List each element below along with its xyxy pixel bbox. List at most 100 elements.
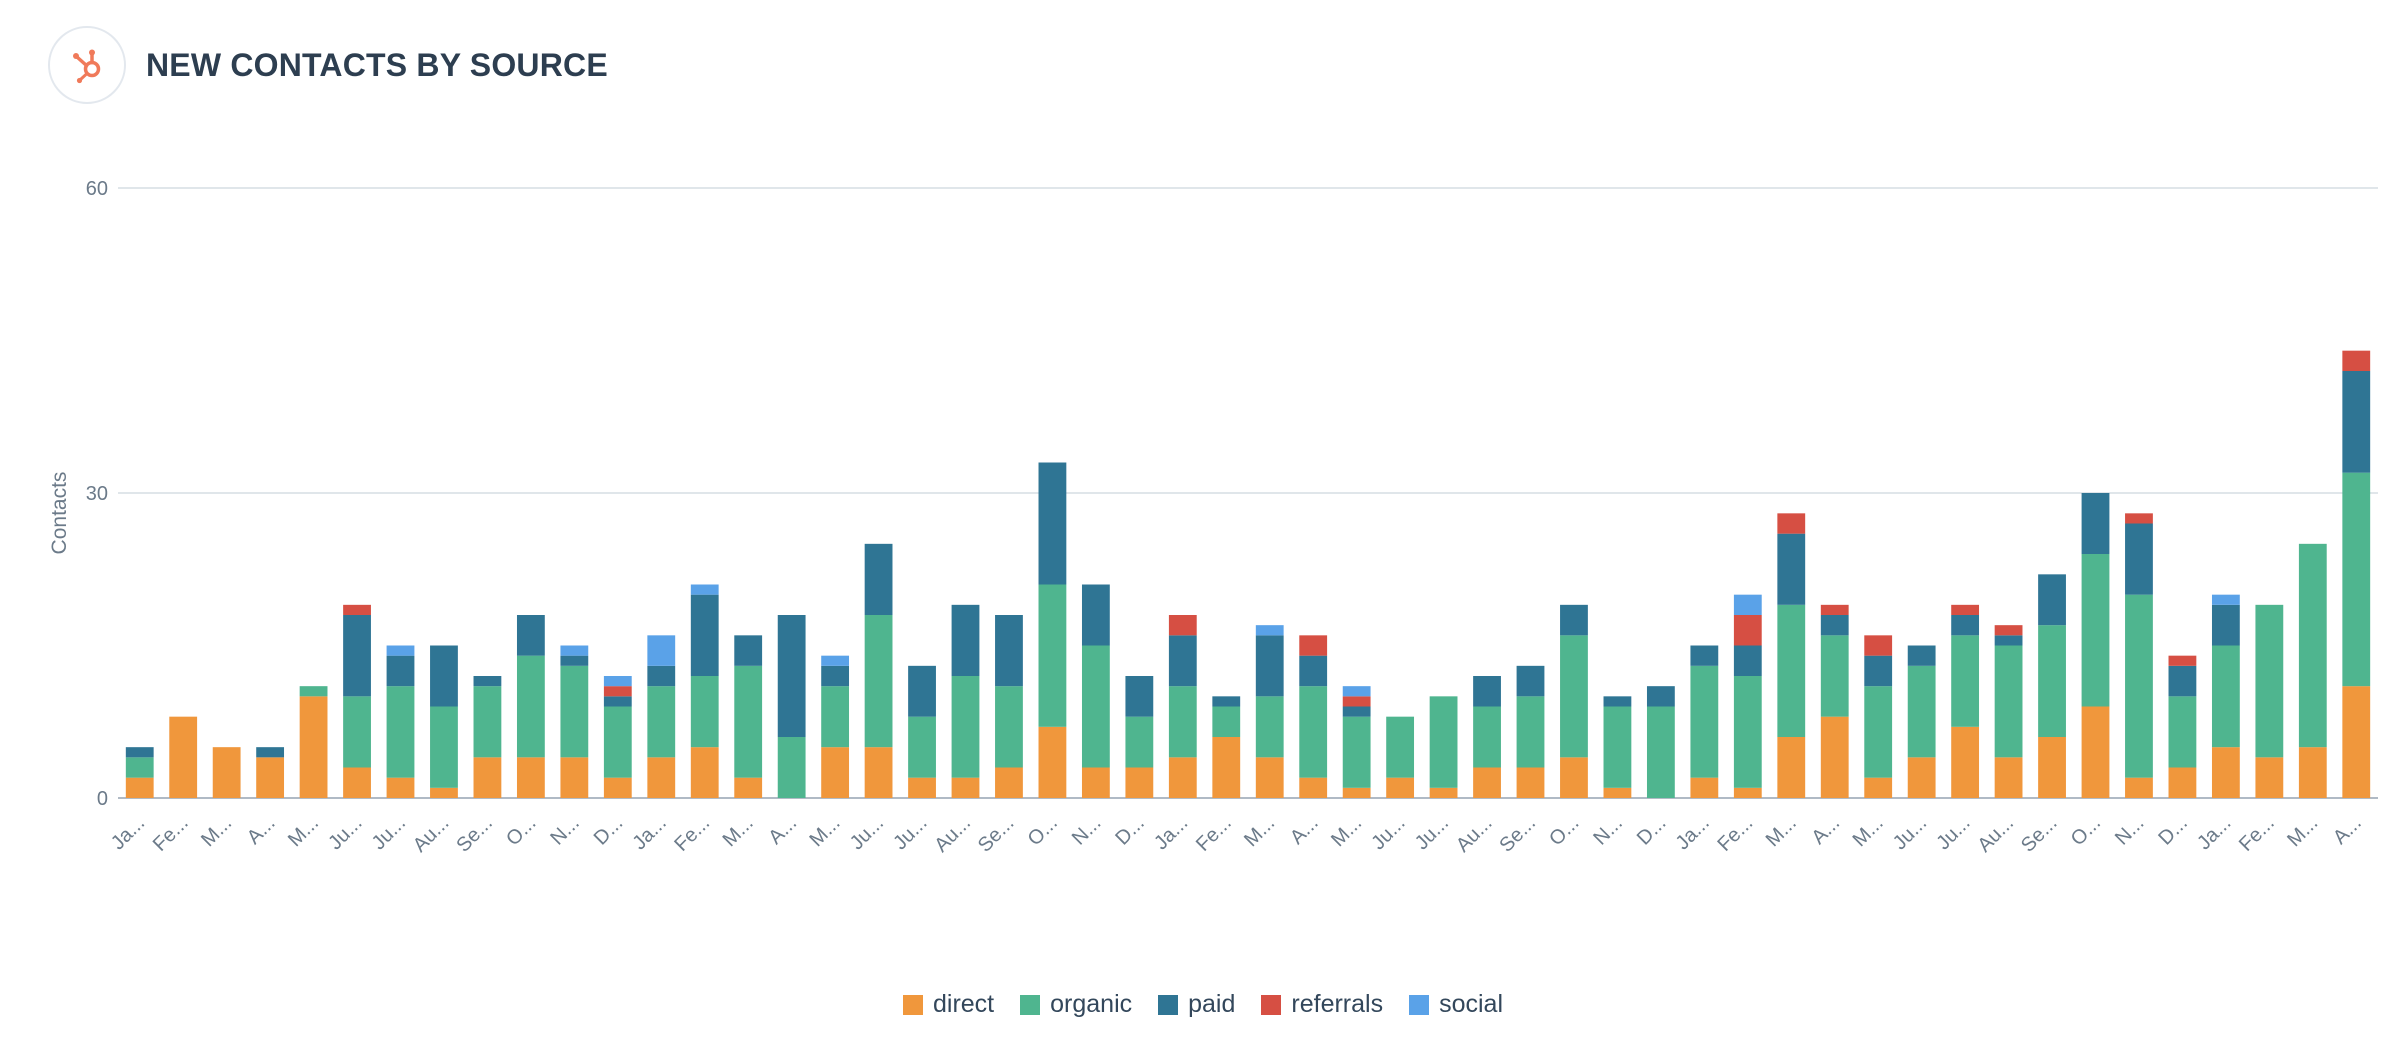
bar-segment-direct (1907, 757, 1936, 798)
bar-segment-referrals (2125, 513, 2153, 524)
bar-segment-direct (1429, 787, 1458, 798)
bar-segment-social (1733, 594, 1762, 615)
bar-segment-social (386, 645, 415, 656)
x-tick-label: A... (243, 812, 280, 849)
bar-segment-paid (1777, 533, 1806, 605)
bar-segment-direct (516, 757, 545, 798)
bar-segment-paid (1342, 706, 1371, 717)
bar-segment-organic (125, 757, 154, 778)
x-tick-label: D... (1111, 812, 1149, 850)
x-tick-label: M... (1849, 812, 1888, 851)
bar-segment-direct (299, 696, 328, 798)
bar-segment-referrals (2168, 655, 2197, 666)
x-tick-label: O... (1024, 812, 1062, 850)
bar-segment-organic (2255, 604, 2284, 758)
bar-segment-direct (908, 777, 936, 798)
legend-item-social[interactable]: social (1409, 990, 1503, 1019)
legend-item-paid[interactable]: paid (1158, 990, 1235, 1019)
bar-segment-organic (1168, 686, 1197, 758)
legend-swatch (902, 994, 923, 1015)
bar-segment-referrals (1820, 604, 1849, 615)
legend-item-referrals[interactable]: referrals (1261, 990, 1383, 1019)
bar-segment-referrals (1777, 513, 1806, 534)
x-tick-label: D... (2154, 812, 2192, 850)
chart-title: NEW CONTACTS BY SOURCE (146, 46, 608, 83)
bar-segment-direct (1864, 777, 1893, 798)
bar-segment-paid (864, 543, 893, 615)
legend-item-organic[interactable]: organic (1020, 990, 1132, 1019)
x-tick-label: O... (1545, 812, 1583, 850)
x-tick-label: N... (1068, 812, 1106, 850)
bar-segment-paid (1907, 645, 1936, 666)
x-tick-label: M... (719, 812, 758, 851)
x-tick-label: M... (1762, 812, 1801, 851)
bar-segment-organic (1429, 696, 1458, 788)
bar-segment-social (603, 676, 632, 687)
bar-segment-direct (2211, 747, 2240, 798)
bar-segment-direct (169, 716, 198, 798)
bar-segment-paid (2342, 371, 2371, 473)
x-tick-label: M... (2283, 812, 2322, 851)
bar-segment-direct (951, 777, 980, 798)
bar-segment-direct (1299, 777, 1328, 798)
bar-segment-organic (2342, 472, 2371, 687)
bar-segment-paid (430, 645, 458, 707)
bar-segment-paid (1560, 604, 1588, 636)
bar-segment-organic (1646, 706, 1675, 798)
x-tick-label: Fe... (670, 812, 714, 856)
x-tick-label: Fe... (1192, 812, 1236, 856)
x-tick-label: Ja... (629, 812, 671, 854)
bar-segment-direct (2342, 686, 2371, 798)
bar-segment-direct (473, 757, 502, 798)
legend-swatch (1261, 994, 1282, 1015)
bar-segment-paid (2211, 604, 2240, 646)
bar-segment-organic (1603, 706, 1632, 788)
bar-segment-organic (1907, 665, 1936, 758)
bar-segment-organic (908, 716, 936, 778)
bar-segment-direct (1994, 757, 2023, 798)
x-tick-label: Ju... (1932, 812, 1974, 854)
bar-segment-organic (1777, 604, 1806, 737)
bar-segment-direct (995, 767, 1023, 798)
bar-segment-referrals (1168, 615, 1197, 636)
bar-segment-paid (1473, 676, 1501, 707)
x-tick-label: Au... (1973, 812, 2018, 857)
bar-segment-organic (386, 686, 415, 778)
bar-segment-paid (690, 594, 719, 676)
bar-segment-social (647, 635, 676, 666)
x-tick-label: Ju... (1889, 812, 1931, 854)
bar-segment-paid (2125, 523, 2153, 595)
bar-segment-organic (2125, 594, 2153, 778)
x-tick-label: Ja... (2193, 812, 2235, 854)
bar-segment-direct (864, 747, 893, 798)
legend-item-direct[interactable]: direct (902, 990, 994, 1019)
bar-segment-referrals (2342, 350, 2371, 371)
bar-segment-paid (256, 747, 285, 758)
bar-segment-direct (2125, 777, 2153, 798)
bar-segment-paid (1603, 696, 1632, 707)
bar-segment-paid (908, 665, 936, 717)
bar-segment-direct (1777, 737, 1806, 798)
bar-segment-organic (1560, 635, 1588, 758)
bar-segment-direct (1516, 767, 1545, 798)
bar-segment-social (560, 645, 589, 656)
bar-segment-direct (560, 757, 589, 798)
bar-segment-paid (473, 676, 502, 687)
bar-segment-paid (1081, 584, 1110, 646)
bar-segment-direct (125, 777, 154, 798)
x-tick-label: Au... (930, 812, 975, 857)
bar-segment-direct (1560, 757, 1588, 798)
x-tick-label: Ju... (368, 812, 410, 854)
bar-segment-paid (1168, 635, 1197, 687)
bar-segment-organic (2298, 543, 2327, 748)
bar-segment-direct (256, 757, 285, 798)
x-tick-label: Ju... (1367, 812, 1409, 854)
bar-segment-organic (1994, 645, 2023, 758)
legend-label: organic (1050, 990, 1133, 1018)
bar-segment-social (1255, 625, 1284, 636)
bar-segment-paid (1690, 645, 1719, 666)
bar-segment-organic (1951, 635, 1980, 727)
bar-segment-direct (821, 747, 850, 798)
bar-segment-organic (2038, 625, 2066, 737)
bar-segment-organic (603, 706, 632, 778)
